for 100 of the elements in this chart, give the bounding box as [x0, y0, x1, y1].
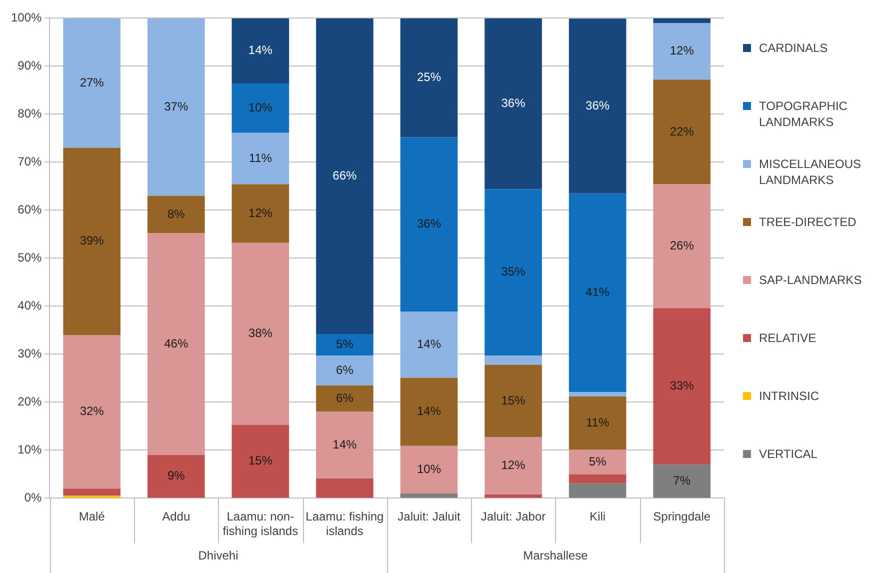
- data-label: 35%: [501, 264, 526, 279]
- bar: [63, 488, 120, 496]
- data-label: 36%: [416, 216, 442, 231]
- bar: [484, 364, 542, 438]
- data-label: 25%: [416, 70, 442, 84]
- bar: [484, 189, 542, 356]
- text: Dhivehi: [198, 548, 238, 563]
- y-tick-label: 70%: [18, 154, 42, 169]
- bar: [316, 334, 374, 356]
- data-label: 46%: [164, 336, 188, 350]
- bar: [147, 18, 205, 196]
- y-tick-label: 90%: [18, 58, 42, 73]
- data-label: 32%: [80, 404, 104, 418]
- bar: [316, 412, 374, 479]
- x-tick-label: Malé: [78, 510, 106, 524]
- bar: [568, 450, 626, 474]
- bar: [568, 193, 626, 392]
- bar: [568, 483, 626, 498]
- data-label: 12%: [248, 206, 273, 220]
- text: Marshallese: [523, 548, 588, 563]
- bar: [568, 474, 626, 484]
- data-label: 12%: [670, 44, 694, 58]
- data-label: 37%: [164, 99, 188, 114]
- bar: [147, 455, 205, 498]
- data-label: 38%: [248, 326, 273, 340]
- data-label: 11%: [248, 150, 272, 165]
- bar: [400, 378, 458, 446]
- x-tick-label: Jaluit: Jaluit: [398, 510, 461, 524]
- legend-label: TOPOGRAPHIC LANDMARKS: [759, 98, 848, 130]
- bar: [400, 446, 458, 494]
- x-tick-label: Springdale: [653, 510, 711, 524]
- data-label: 6%: [336, 390, 354, 405]
- bar: [232, 242, 290, 425]
- bar: [653, 80, 711, 184]
- bar: [653, 184, 711, 308]
- bar: [484, 437, 542, 494]
- y-tick-label: 60%: [18, 202, 42, 217]
- data-label: 36%: [586, 98, 610, 112]
- data-label: 14%: [416, 336, 442, 351]
- data-label: 66%: [332, 168, 358, 182]
- legend-label: VERTICAL: [759, 446, 818, 462]
- bar: [653, 464, 711, 498]
- data-label: 5%: [336, 337, 354, 352]
- data-label: 27%: [80, 75, 104, 90]
- bar: [232, 424, 290, 498]
- y-tick-label: 10%: [18, 442, 42, 457]
- bar: [316, 385, 374, 412]
- bar: [400, 493, 458, 498]
- data-label: 36%: [501, 96, 526, 110]
- legend-label: SAP-LANDMARKS: [759, 272, 862, 288]
- y-tick-label: 80%: [18, 106, 42, 121]
- data-label: 10%: [416, 462, 442, 476]
- data-label: 15%: [501, 393, 526, 408]
- data-label: 5%: [588, 454, 607, 468]
- bar: [400, 311, 458, 378]
- bar: [232, 184, 290, 243]
- data-label: 41%: [586, 285, 610, 300]
- bar: [232, 18, 290, 84]
- bar: [63, 335, 120, 489]
- data-label: 7%: [673, 473, 691, 488]
- legend-label: CARDINALS: [759, 40, 828, 56]
- data-label: 22%: [670, 124, 694, 138]
- bar: [568, 18, 626, 194]
- bar: [484, 18, 542, 190]
- bar: [400, 137, 458, 312]
- legend-label: RELATIVE: [759, 330, 816, 346]
- data-label: 14%: [332, 437, 358, 452]
- x-tick-label: Laamu: fishing islands: [306, 510, 384, 538]
- data-label: 10%: [248, 100, 273, 115]
- data-label: 33%: [670, 378, 694, 393]
- y-tick-label: 20%: [18, 394, 42, 409]
- bar: [484, 356, 542, 365]
- data-label: 8%: [167, 206, 186, 221]
- bar: [147, 233, 205, 455]
- bar: [568, 396, 626, 450]
- data-label: 6%: [336, 362, 354, 377]
- data-label: 11%: [586, 415, 610, 430]
- data-label: 12%: [501, 458, 526, 472]
- bar: [653, 23, 711, 80]
- data-label: 14%: [248, 43, 273, 58]
- bar: [316, 478, 374, 498]
- bar: [147, 196, 205, 234]
- bar: [484, 494, 542, 498]
- y-tick-label: 0%: [24, 490, 42, 505]
- bar: [568, 392, 626, 396]
- bar: [400, 18, 458, 138]
- data-label: 9%: [167, 468, 186, 483]
- bar: [316, 18, 374, 334]
- data-label: 39%: [80, 234, 104, 248]
- data-label: 26%: [670, 238, 694, 253]
- data-label: 15%: [248, 454, 273, 468]
- legend-label: TREE-DIRECTED: [759, 214, 856, 230]
- y-tick-label: 40%: [18, 298, 42, 313]
- y-tick-label: 30%: [18, 346, 42, 361]
- bar: [653, 308, 711, 465]
- x-tick-label: Kili: [590, 510, 606, 524]
- x-tick-label: Addu: [162, 510, 190, 524]
- legend-label: MISCELLANEOUS LANDMARKS: [759, 156, 862, 188]
- data-label: 14%: [416, 404, 442, 418]
- y-tick-label: 50%: [18, 250, 42, 265]
